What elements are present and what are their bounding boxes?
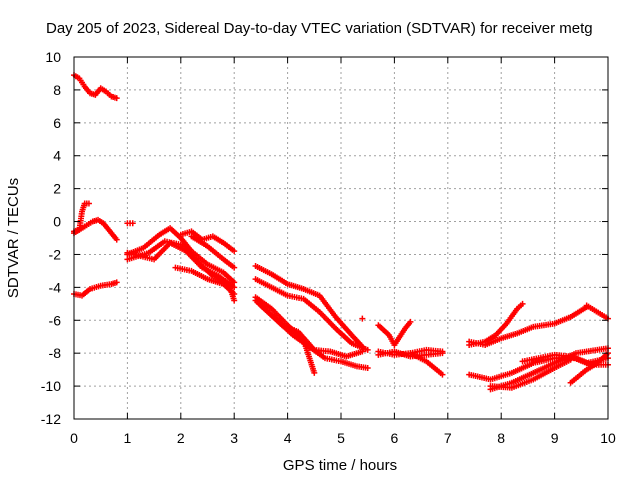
data-point: [231, 248, 238, 255]
series-track-20: [407, 350, 446, 378]
data-point: [231, 264, 238, 271]
x-tick-label: 6: [391, 430, 399, 446]
data-point: [113, 95, 120, 102]
data-point: [359, 348, 366, 355]
data-point: [439, 371, 446, 378]
data-point: [129, 220, 136, 227]
data-point: [359, 315, 366, 322]
series-track-23: [583, 302, 611, 322]
series-track-22: [466, 304, 590, 348]
data-point: [407, 318, 414, 325]
series-track-10: [188, 233, 238, 271]
tick-marks: [73, 56, 609, 420]
data-point: [113, 236, 120, 243]
x-tick-label: 5: [337, 430, 345, 446]
y-tick-label: 0: [53, 214, 61, 230]
data-series: [71, 72, 611, 393]
x-tick-label: 2: [177, 430, 185, 446]
data-point: [519, 300, 526, 307]
x-axis-label: GPS time / hours: [283, 457, 397, 474]
y-tick-label: 6: [53, 115, 61, 131]
data-point: [311, 369, 318, 376]
y-axis-label: SDTVAR / TECUs: [5, 178, 22, 298]
data-point: [231, 297, 238, 304]
y-tick-label: -6: [49, 312, 62, 328]
data-point: [231, 284, 238, 291]
y-tick-label: 4: [53, 148, 61, 164]
x-tick-label: 10: [600, 430, 616, 446]
series-track-12: [252, 276, 371, 353]
y-tick-label: 2: [53, 181, 61, 197]
series-track-3: [71, 279, 120, 299]
data-point: [364, 364, 371, 371]
y-tick-label: 10: [45, 49, 61, 65]
chart-title: Day 205 of 2023, Sidereal Day-to-day VTE…: [46, 20, 593, 37]
x-tick-label: 9: [551, 430, 559, 446]
y-tick-label: 8: [53, 82, 61, 98]
y-tick-labels: -12 -10 -8 -6 -4 -2 0 2 4 6 8 10: [41, 49, 61, 427]
series-track-4: [124, 220, 136, 227]
x-tick-label: 0: [70, 430, 78, 446]
y-tick-label: -4: [49, 279, 62, 295]
x-tick-label: 8: [497, 430, 505, 446]
y-tick-label: -10: [41, 378, 61, 394]
data-point: [231, 290, 238, 297]
data-point: [364, 346, 371, 353]
series-track-8: [172, 264, 238, 297]
series-track-17: [375, 318, 414, 348]
x-tick-label: 3: [230, 430, 238, 446]
y-tick-label: -8: [49, 345, 62, 361]
data-point: [113, 279, 120, 286]
x-tick-label: 4: [284, 430, 292, 446]
series-track-2: [71, 216, 120, 243]
data-point: [85, 200, 92, 207]
x-tick-label: 7: [444, 430, 452, 446]
series-track-0: [71, 72, 120, 102]
series-track-9: [177, 228, 238, 255]
series-track-16: [359, 315, 366, 322]
series-track-15: [257, 302, 366, 360]
y-tick-label: -12: [41, 411, 61, 427]
x-tick-label: 1: [124, 430, 132, 446]
data-point: [439, 350, 446, 357]
x-tick-labels: 0 1 2 3 4 5 6 7 8 9 10: [70, 430, 616, 446]
y-tick-label: -2: [49, 246, 62, 262]
series-track-5: [124, 225, 238, 286]
series-track-7: [124, 239, 238, 291]
series-track-26: [487, 356, 574, 391]
